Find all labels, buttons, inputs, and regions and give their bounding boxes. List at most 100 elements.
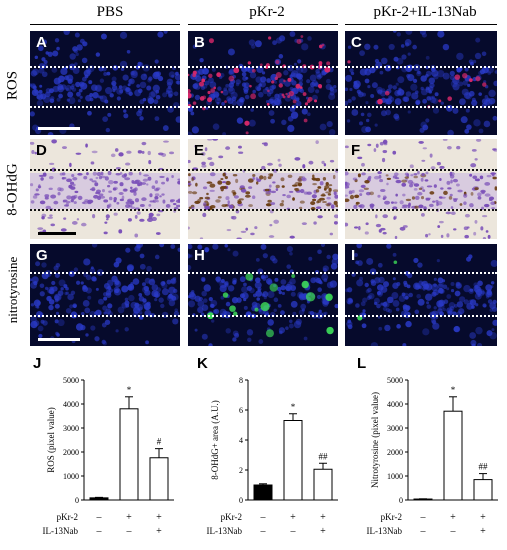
scale-bar bbox=[38, 232, 76, 235]
micrograph-panel-e: E bbox=[188, 139, 338, 239]
cell-layer-boundary-bottom bbox=[188, 209, 338, 211]
y-tick-label: 3000 bbox=[63, 424, 79, 433]
treatment-sign: – bbox=[96, 512, 103, 523]
significance-marker: ## bbox=[479, 462, 489, 472]
treatment-sign: – bbox=[450, 526, 457, 537]
bar-chart-8ohdg: 0 2 4 6 8 8-OHdG+ area (A.U.) * ## pKr-2 – + + IL-13… bbox=[207, 376, 338, 537]
bar-pkr-2-il-13nab bbox=[149, 457, 169, 501]
y-tick-label: 5000 bbox=[63, 376, 79, 385]
row-label-8ohdg: 8-OHdG bbox=[4, 163, 21, 216]
treatment-sign: + bbox=[126, 512, 132, 523]
cell-texture bbox=[345, 244, 497, 346]
column-rule-pbs bbox=[30, 24, 180, 25]
treatment-label: IL-13Nab bbox=[367, 526, 403, 536]
micrograph-panel-f: F bbox=[345, 139, 497, 239]
cell-texture bbox=[30, 244, 180, 346]
panel-letter-c: C bbox=[351, 34, 362, 51]
treatment-sign: – bbox=[290, 526, 297, 537]
micrograph-image-e bbox=[188, 139, 338, 239]
bar-pbs bbox=[413, 498, 433, 501]
cell-layer-boundary-bottom bbox=[30, 106, 180, 108]
panel-letter-f: F bbox=[351, 142, 361, 159]
bar-pkr-2 bbox=[443, 410, 463, 501]
micrograph-panel-a: A bbox=[30, 31, 180, 135]
column-title-pkr2: pKr-2 bbox=[249, 4, 285, 20]
treatment-sign: – bbox=[96, 526, 103, 537]
cell-layer-boundary-top bbox=[345, 169, 497, 171]
cell-layer-boundary-bottom bbox=[188, 315, 338, 317]
cell-layer-boundary-top bbox=[30, 66, 180, 68]
treatment-label: pKr-2 bbox=[221, 512, 242, 522]
micrograph-panel-g: G bbox=[30, 244, 180, 346]
y-axis-label: ROS (pixel value) bbox=[46, 407, 56, 473]
significance-marker: # bbox=[157, 437, 162, 447]
micrograph-panel-d: D bbox=[30, 139, 180, 239]
micrograph-image-a bbox=[30, 31, 180, 135]
graph-letter-k: K bbox=[197, 355, 208, 372]
cell-texture bbox=[30, 31, 180, 135]
micrograph-image-b bbox=[188, 31, 338, 135]
micrograph-image-h bbox=[188, 244, 338, 346]
scale-bar bbox=[38, 127, 80, 130]
bar-pkr-2-il-13nab bbox=[313, 468, 333, 501]
treatment-sign: + bbox=[156, 512, 162, 523]
y-axis-label: Nitrotyrosine (pixel value) bbox=[370, 392, 380, 488]
column-rule-pkr2-il13nab bbox=[345, 24, 497, 25]
cell-layer-boundary-bottom bbox=[188, 106, 338, 108]
bar-pkr-2-il-13nab bbox=[473, 479, 493, 501]
cell-texture bbox=[188, 244, 338, 346]
graph-letter-j: J bbox=[33, 355, 42, 372]
scale-bar bbox=[38, 338, 80, 341]
panel-letter-g: G bbox=[36, 247, 48, 264]
treatment-sign: + bbox=[290, 512, 296, 523]
micrograph-image-f bbox=[345, 139, 497, 239]
y-tick-label: 2 bbox=[239, 466, 243, 475]
cell-layer-boundary-bottom bbox=[345, 315, 497, 317]
significance-marker: * bbox=[127, 385, 132, 395]
panel-letter-d: D bbox=[36, 142, 47, 159]
row-label-ros: ROS bbox=[4, 70, 21, 101]
y-tick-label: 0 bbox=[75, 496, 79, 505]
bar-pkr-2 bbox=[119, 408, 139, 501]
micrograph-image-c bbox=[345, 31, 497, 135]
panel-letter-i: I bbox=[351, 247, 356, 264]
y-tick-label: 0 bbox=[239, 496, 243, 505]
treatment-sign: + bbox=[480, 512, 486, 523]
cell-texture bbox=[188, 31, 338, 135]
treatment-label: pKr-2 bbox=[381, 512, 402, 522]
cell-layer-boundary-bottom bbox=[345, 209, 497, 211]
micrograph-image-g bbox=[30, 244, 180, 346]
y-tick-label: 1000 bbox=[63, 472, 79, 481]
micrograph-panel-i: I bbox=[345, 244, 497, 346]
y-tick-label: 8 bbox=[239, 376, 243, 385]
cell-layer-boundary-top bbox=[345, 66, 497, 68]
cell-layer-boundary-top bbox=[188, 66, 338, 68]
treatment-sign: – bbox=[260, 526, 267, 537]
cell-layer-boundary-top bbox=[345, 272, 497, 274]
y-tick-label: 1000 bbox=[387, 472, 403, 481]
treatment-sign: + bbox=[480, 526, 486, 537]
cell-texture bbox=[345, 139, 497, 239]
y-tick-label: 0 bbox=[399, 496, 403, 505]
y-tick-label: 4 bbox=[239, 436, 243, 445]
cell-layer-boundary-bottom bbox=[30, 209, 180, 211]
micrograph-image-i bbox=[345, 244, 497, 346]
y-tick-label: 6 bbox=[239, 406, 243, 415]
y-axis-label: 8-OHdG+ area (A.U.) bbox=[210, 400, 220, 480]
significance-marker: * bbox=[291, 402, 296, 412]
y-tick-label: 4000 bbox=[387, 400, 403, 409]
y-tick-label: 3000 bbox=[387, 424, 403, 433]
y-tick-label: 2000 bbox=[387, 448, 403, 457]
treatment-sign: – bbox=[260, 512, 267, 523]
graph-letter-l: L bbox=[357, 355, 367, 372]
y-tick-label: 4000 bbox=[63, 400, 79, 409]
significance-marker: * bbox=[451, 385, 456, 395]
treatment-sign: – bbox=[420, 512, 427, 523]
treatment-sign: + bbox=[450, 512, 456, 523]
y-tick-label: 2000 bbox=[63, 448, 79, 457]
treatment-sign: + bbox=[156, 526, 162, 537]
cell-layer-boundary-bottom bbox=[345, 106, 497, 108]
bar-chart-ros: 0 1000 2000 3000 4000 5000 ROS (pixel value) * #… bbox=[43, 376, 174, 537]
cell-layer-boundary-bottom bbox=[30, 315, 180, 317]
column-rule-pkr2 bbox=[188, 24, 338, 25]
